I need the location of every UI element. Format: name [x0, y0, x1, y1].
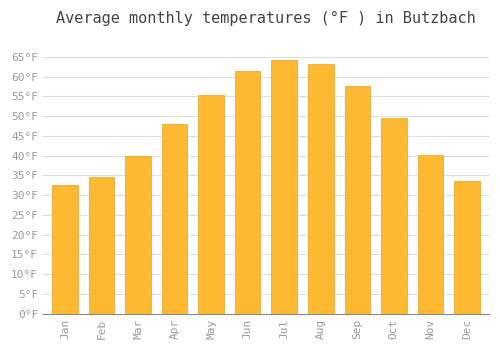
Bar [125, 156, 151, 314]
Bar [344, 86, 370, 314]
Bar [381, 118, 406, 314]
Bar [418, 155, 443, 314]
Bar [52, 185, 78, 314]
Bar [308, 64, 334, 314]
Bar [454, 181, 480, 314]
Bar [162, 124, 188, 314]
Bar [272, 60, 297, 314]
Bar [235, 71, 260, 314]
Bar [88, 177, 114, 314]
Title: Average monthly temperatures (°F ) in Butzbach: Average monthly temperatures (°F ) in Bu… [56, 11, 476, 26]
Bar [198, 95, 224, 314]
